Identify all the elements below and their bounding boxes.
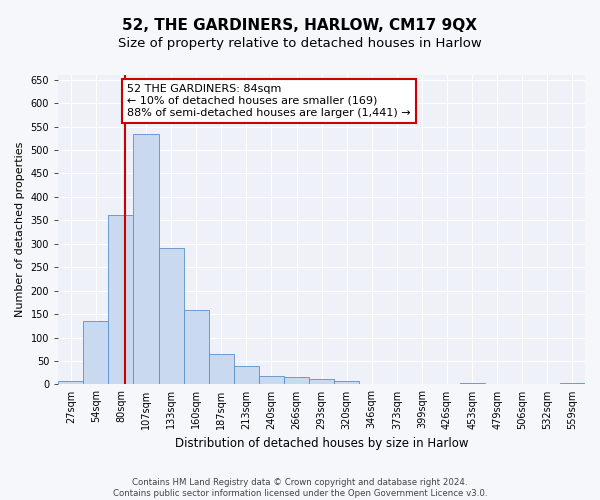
Bar: [184, 310, 209, 384]
Bar: [133, 134, 158, 384]
Text: Size of property relative to detached houses in Harlow: Size of property relative to detached ho…: [118, 38, 482, 51]
Bar: [460, 383, 485, 384]
Bar: [158, 248, 184, 384]
Bar: [209, 354, 234, 384]
Y-axis label: Number of detached properties: Number of detached properties: [15, 142, 25, 318]
Text: Contains HM Land Registry data © Crown copyright and database right 2024.
Contai: Contains HM Land Registry data © Crown c…: [113, 478, 487, 498]
Text: 52 THE GARDINERS: 84sqm
← 10% of detached houses are smaller (169)
88% of semi-d: 52 THE GARDINERS: 84sqm ← 10% of detache…: [127, 84, 411, 117]
Bar: [284, 378, 309, 384]
Text: 52, THE GARDINERS, HARLOW, CM17 9QX: 52, THE GARDINERS, HARLOW, CM17 9QX: [122, 18, 478, 32]
Bar: [560, 383, 585, 384]
Bar: [309, 379, 334, 384]
Bar: [58, 380, 83, 384]
Bar: [234, 366, 259, 384]
Bar: [334, 380, 359, 384]
Bar: [109, 214, 133, 384]
X-axis label: Distribution of detached houses by size in Harlow: Distribution of detached houses by size …: [175, 437, 469, 450]
Bar: [83, 321, 109, 384]
Bar: [259, 376, 284, 384]
